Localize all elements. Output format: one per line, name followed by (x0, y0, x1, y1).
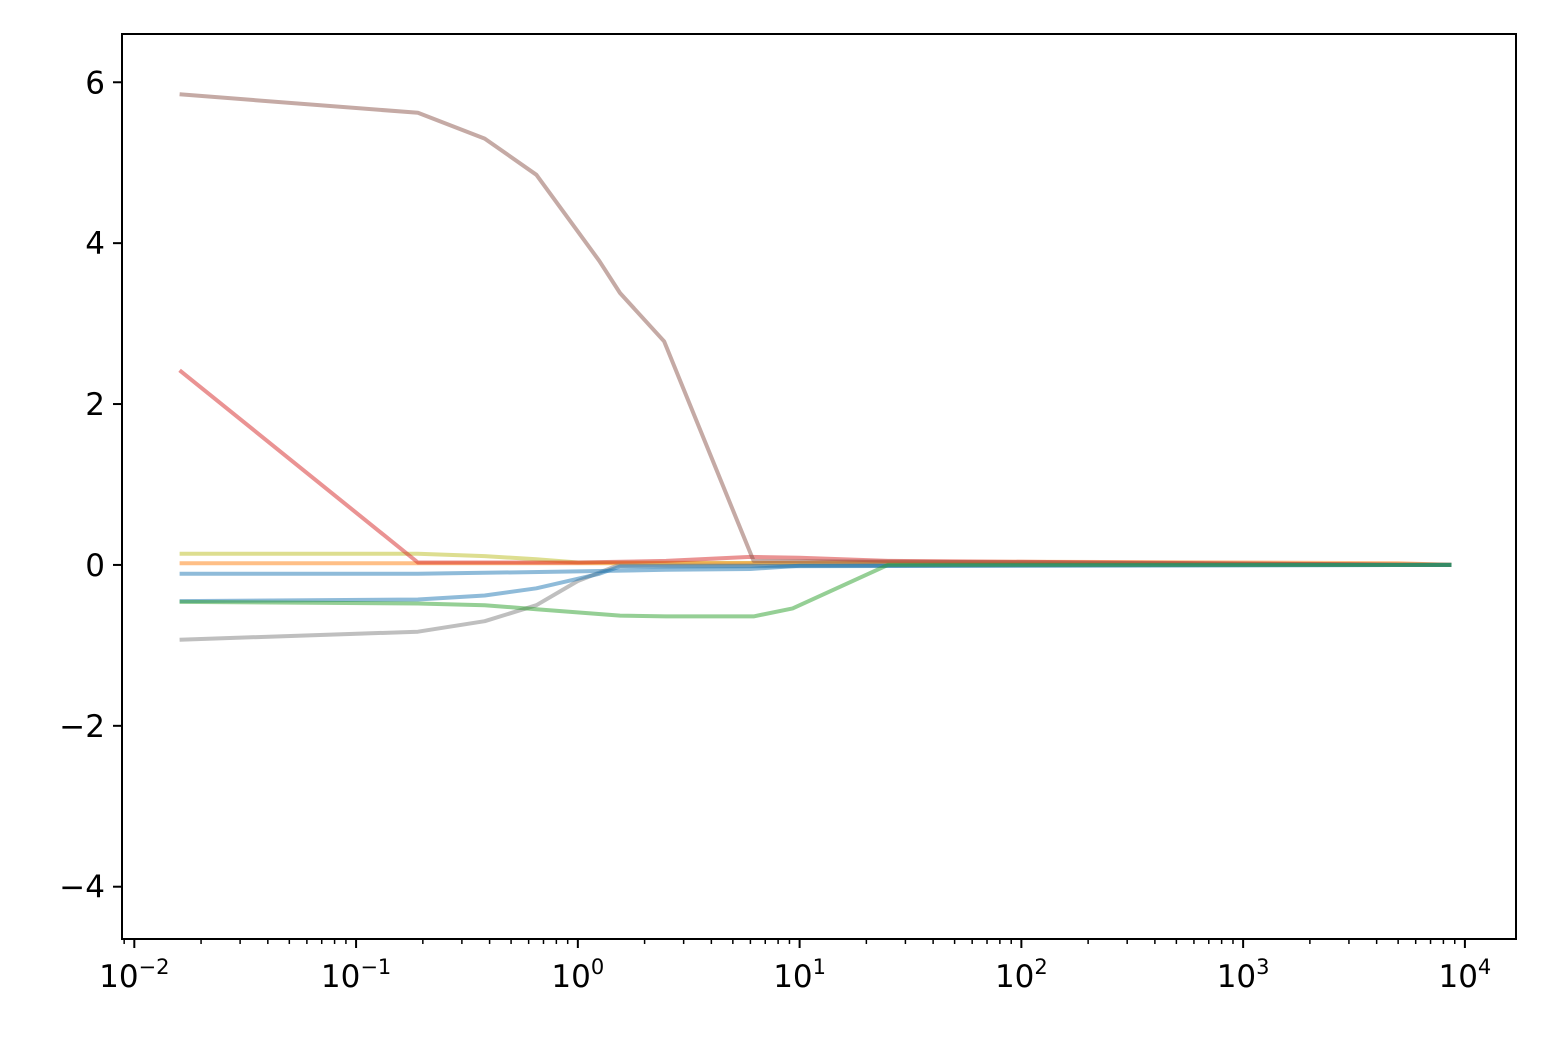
series-line-7 (179, 562, 1452, 576)
x-tick-label: 10−1 (321, 955, 391, 995)
series-line-4 (179, 92, 1452, 567)
series-layer (178, 92, 1452, 642)
x-axis: 10−2 10−1 100 101 102 103 104 (99, 939, 1491, 995)
y-tick-label: 6 (85, 65, 105, 101)
y-tick-label: 4 (85, 226, 105, 262)
y-tick-label: 2 (85, 387, 105, 423)
y-tick-label: −2 (59, 709, 105, 745)
y-tick-label: −4 (59, 870, 105, 906)
x-tick-label: 101 (773, 955, 826, 995)
series-line-8 (179, 562, 1452, 619)
plot-frame (121, 33, 1517, 940)
y-axis: −4 −2 0 2 4 6 (59, 65, 122, 906)
y-tick-label: 0 (85, 548, 105, 584)
x-tick-label: 100 (551, 955, 604, 995)
series-line-6 (179, 562, 1452, 604)
x-tick-label: 10−2 (99, 955, 169, 995)
x-tick-label: 102 (995, 955, 1048, 995)
x-tick-label: 104 (1438, 955, 1491, 995)
x-tick-label: 103 (1217, 955, 1270, 995)
